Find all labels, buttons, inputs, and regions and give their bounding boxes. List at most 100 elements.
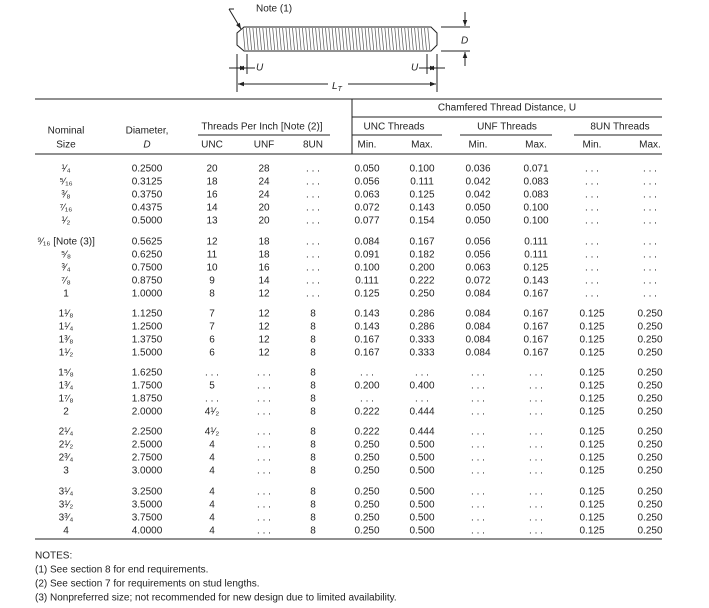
cell: 0.250 — [637, 381, 662, 392]
cell: . . . — [585, 263, 599, 274]
cell: 3.0000 — [132, 466, 163, 477]
cell: 8 — [209, 289, 215, 300]
size-cell: ⁷⁄₁₆ — [60, 203, 73, 214]
header: Nominal — [48, 126, 85, 137]
size-cell: 3 — [63, 466, 69, 477]
u-label: U — [256, 63, 264, 74]
cell: 0.222 — [354, 407, 379, 418]
cell: 0.050 — [465, 203, 490, 214]
cell: 12 — [258, 322, 270, 333]
cell: 4 — [209, 526, 215, 537]
cell: 0.167 — [523, 289, 548, 300]
cell: 0.143 — [354, 322, 379, 333]
cell: . . . — [306, 164, 320, 175]
cell: 0.400 — [409, 381, 434, 392]
cell: . . . — [585, 203, 599, 214]
header: Size — [56, 140, 76, 151]
cell: 0.250 — [637, 335, 662, 346]
cell: 0.500 — [409, 440, 434, 451]
cell: 8 — [310, 381, 316, 392]
cell: 0.250 — [637, 407, 662, 418]
cell: . . . — [471, 368, 485, 379]
cell: 8 — [310, 513, 316, 524]
cell: . . . — [415, 394, 429, 405]
cell: 4 — [209, 487, 215, 498]
header: Chamfered Thread Distance, U — [438, 103, 576, 114]
cell: 0.167 — [523, 348, 548, 359]
column-header: Min. — [583, 140, 602, 151]
cell: 1.5000 — [132, 348, 163, 359]
size-cell: ³⁄₄ — [61, 263, 70, 274]
cell: . . . — [643, 190, 657, 201]
cell: 0.167 — [409, 237, 434, 248]
column-header: Min. — [469, 140, 488, 151]
cell: 0.167 — [354, 348, 379, 359]
cell: . . . — [257, 368, 271, 379]
cell: 0.143 — [409, 203, 434, 214]
cell: 4 — [209, 453, 215, 464]
lt-sub: T — [338, 86, 343, 93]
cell: 0.036 — [465, 164, 490, 175]
cell: . . . — [585, 250, 599, 261]
cell: 0.125 — [579, 407, 604, 418]
cell: 0.050 — [354, 164, 379, 175]
cell: . . . — [585, 164, 599, 175]
cell: . . . — [529, 513, 543, 524]
cell: 0.042 — [465, 177, 490, 188]
cell: 0.125 — [579, 381, 604, 392]
cell: 0.3125 — [132, 177, 163, 188]
cell: 0.125 — [579, 513, 604, 524]
cell: . . . — [257, 381, 271, 392]
size-cell: ⁹⁄₁₆ [Note (3)] — [37, 237, 95, 248]
cell: 20 — [206, 164, 218, 175]
cell: 12 — [258, 335, 270, 346]
cell: 0.111 — [524, 250, 548, 261]
cell: 8 — [310, 526, 316, 537]
cell: 0.072 — [354, 203, 379, 214]
cell: 8 — [310, 487, 316, 498]
cell: 0.250 — [637, 513, 662, 524]
cell: 0.500 — [409, 500, 434, 511]
cell: . . . — [585, 289, 599, 300]
cell: 0.167 — [354, 335, 379, 346]
column-header: UNF — [254, 140, 275, 151]
cell: . . . — [585, 276, 599, 287]
cell: . . . — [415, 368, 429, 379]
cell: 8 — [310, 394, 316, 405]
column-header: UNC — [201, 140, 223, 151]
cell: 2.7500 — [132, 453, 163, 464]
cell: . . . — [643, 216, 657, 227]
cell: . . . — [471, 440, 485, 451]
cell: . . . — [306, 216, 320, 227]
cell: 0.125 — [579, 348, 604, 359]
cell: . . . — [257, 453, 271, 464]
cell: 4 — [209, 440, 215, 451]
cell: 0.167 — [523, 322, 548, 333]
cell: . . . — [471, 407, 485, 418]
cell: 0.125 — [579, 453, 604, 464]
cell: . . . — [306, 190, 320, 201]
cell: 0.111 — [355, 276, 379, 287]
cell: 8 — [310, 322, 316, 333]
cell: 8 — [310, 440, 316, 451]
cell: 0.072 — [465, 276, 490, 287]
cell: . . . — [205, 394, 219, 405]
cell: 8 — [310, 453, 316, 464]
cell: 18 — [206, 177, 218, 188]
cell: 4¹⁄₂ — [205, 407, 220, 418]
cell: 0.167 — [523, 335, 548, 346]
cell: . . . — [257, 394, 271, 405]
cell: 0.250 — [637, 394, 662, 405]
stud-body — [236, 26, 438, 52]
cell: 0.063 — [465, 263, 490, 274]
cell: 12 — [258, 309, 270, 320]
cell: 4¹⁄₂ — [205, 427, 220, 438]
cell: 0.286 — [409, 322, 434, 333]
cell: 0.056 — [354, 177, 379, 188]
cell: 0.500 — [409, 487, 434, 498]
size-cell: ⁷⁄₈ — [61, 276, 70, 287]
cell: . . . — [585, 177, 599, 188]
header: D — [143, 140, 150, 151]
cell: . . . — [471, 394, 485, 405]
cell: 4 — [209, 466, 215, 477]
